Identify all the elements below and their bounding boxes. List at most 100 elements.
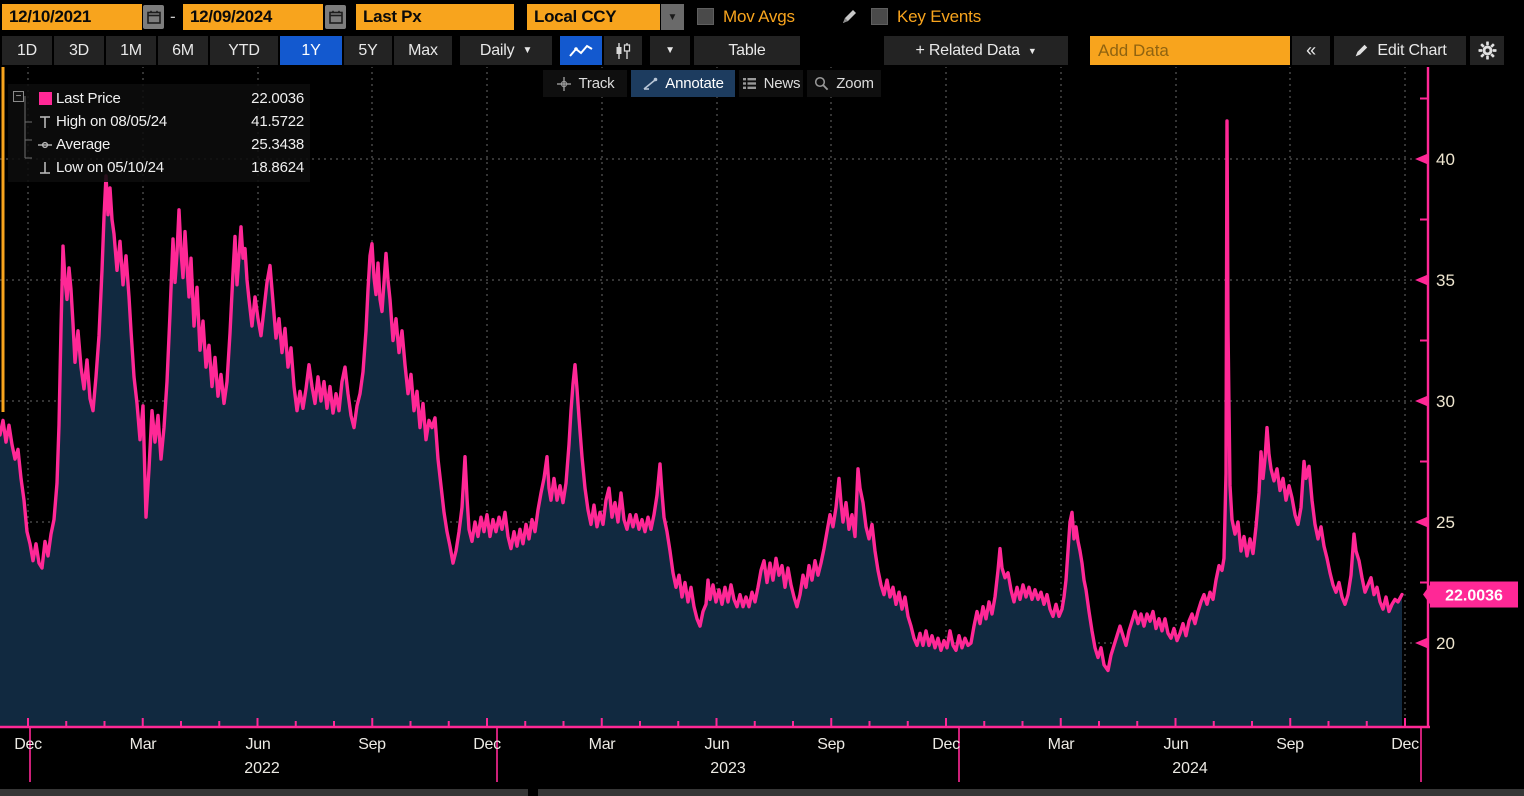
security-field[interactable]: Last Px xyxy=(356,4,514,30)
y-axis-label: 35 xyxy=(1436,271,1455,290)
low-marker-icon xyxy=(40,161,50,174)
high-marker-icon xyxy=(40,115,50,128)
y-axis-tick-arrow xyxy=(1415,153,1428,165)
year-label: 2022 xyxy=(244,760,280,777)
year-label: 2023 xyxy=(710,760,746,777)
legend-value: 18.8624 xyxy=(251,159,304,176)
bottom-panel-edge xyxy=(538,789,1524,796)
series-swatch xyxy=(38,92,52,105)
track-button[interactable]: Track xyxy=(543,70,627,97)
series-area-fill xyxy=(0,121,1402,726)
frequency-dropdown[interactable]: Daily ▼ xyxy=(460,36,552,65)
y-axis-label: 20 xyxy=(1436,634,1455,653)
key-events-checkbox[interactable] xyxy=(871,8,888,25)
chart-legend: − Last Price 22.0036 High on 08/05/24 41… xyxy=(8,84,310,182)
bottom-panel-edge xyxy=(0,789,528,796)
currency-dropdown-button[interactable]: ▼ xyxy=(661,4,684,30)
legend-value: 41.5722 xyxy=(251,113,304,130)
y-axis-tick-arrow xyxy=(1415,274,1428,286)
range-3d-button[interactable]: 3D xyxy=(54,36,104,65)
y-axis-label: 25 xyxy=(1436,513,1455,532)
line-chart-icon xyxy=(569,44,593,57)
mov-avgs-label[interactable]: Mov Avgs xyxy=(723,7,795,26)
price-line xyxy=(0,119,1404,673)
last-price-tag-arrow xyxy=(1423,583,1431,606)
range-6m-button[interactable]: 6M xyxy=(158,36,208,65)
month-label: Mar xyxy=(589,736,617,753)
year-label: 2024 xyxy=(1172,760,1208,777)
legend-tree-rail xyxy=(24,96,32,159)
y-axis-tick-arrow xyxy=(1415,516,1428,528)
settings-button[interactable] xyxy=(1470,36,1504,65)
crosshair-icon xyxy=(556,76,571,91)
month-label: Sep xyxy=(817,736,845,753)
gear-icon xyxy=(1477,41,1497,60)
edit-chart-button[interactable]: Edit Chart xyxy=(1334,36,1466,65)
legend-collapse-toggle[interactable]: − xyxy=(13,91,24,102)
range-max-button[interactable]: Max xyxy=(394,36,452,65)
legend-label: Low on 05/10/24 xyxy=(56,159,164,176)
range-5y-button[interactable]: 5Y xyxy=(344,36,392,65)
add-data-input[interactable]: Add Data xyxy=(1090,36,1290,65)
month-label: Dec xyxy=(14,736,42,753)
last-price-tag xyxy=(1430,581,1518,608)
chart-type-dropdown-button[interactable]: ▼ xyxy=(650,36,690,65)
calendar-from-button[interactable] xyxy=(143,5,164,29)
legend-label: Last Price xyxy=(56,90,121,107)
month-label: Dec xyxy=(932,736,960,753)
pencil-icon xyxy=(1356,44,1368,56)
mov-avgs-checkbox[interactable] xyxy=(697,8,714,25)
table-button[interactable]: Table xyxy=(694,36,800,65)
date-to-field[interactable]: 12/09/2024 xyxy=(183,4,323,30)
last-price-tag-value: 22.0036 xyxy=(1445,588,1503,605)
chevron-down-icon: ▼ xyxy=(522,45,533,56)
chevron-down-icon: ▼ xyxy=(1027,45,1037,56)
y-axis-label: 30 xyxy=(1436,392,1455,411)
magnifier-icon xyxy=(815,76,829,91)
month-label: Sep xyxy=(358,736,386,753)
y-axis-label: 40 xyxy=(1436,150,1455,169)
legend-value: 25.3438 xyxy=(251,136,304,153)
related-data-button[interactable]: + Related Data ▼ xyxy=(884,36,1068,65)
annotate-button[interactable]: Annotate xyxy=(631,70,735,97)
top-toolbar: 12/10/2021 - 12/09/2024 Last Px Local CC… xyxy=(0,0,1524,34)
candlestick-chart-type-button[interactable] xyxy=(604,36,642,65)
chart-nav-toolbar: 1D 3D 1M 6M YTD 1Y 5Y Max Daily ▼ ▼ Table… xyxy=(0,34,1524,67)
month-label: Sep xyxy=(1276,736,1304,753)
y-axis-tick-arrow xyxy=(1415,637,1428,649)
legend-row-high[interactable]: High on 08/05/24 41.5722 xyxy=(34,110,304,133)
line-chart-type-button[interactable] xyxy=(560,36,602,65)
month-label: Jun xyxy=(1164,736,1189,753)
date-from-field[interactable]: 12/10/2021 xyxy=(2,4,142,30)
month-label: Mar xyxy=(130,736,158,753)
range-1m-button[interactable]: 1M xyxy=(106,36,156,65)
calendar-icon xyxy=(146,10,161,24)
average-marker-icon xyxy=(38,141,52,148)
month-label: Mar xyxy=(1048,736,1076,753)
candlestick-icon xyxy=(616,42,631,59)
range-ytd-button[interactable]: YTD xyxy=(210,36,278,65)
mov-avgs-pencil-icon[interactable] xyxy=(840,8,858,31)
zoom-button[interactable]: Zoom xyxy=(807,70,881,97)
currency-field[interactable]: Local CCY xyxy=(527,4,660,30)
month-label: Jun xyxy=(705,736,730,753)
month-label: Jun xyxy=(246,736,271,753)
key-events-label[interactable]: Key Events xyxy=(897,7,981,26)
calendar-to-button[interactable] xyxy=(325,5,346,29)
legend-row-low[interactable]: Low on 05/10/24 18.8624 xyxy=(34,156,304,179)
collapse-panel-button[interactable]: « xyxy=(1292,36,1330,65)
legend-row-last-price[interactable]: Last Price 22.0036 xyxy=(34,87,304,110)
range-1y-button[interactable]: 1Y xyxy=(280,36,342,65)
range-1d-button[interactable]: 1D xyxy=(2,36,52,65)
news-button[interactable]: News xyxy=(739,70,803,97)
legend-label: Average xyxy=(56,136,111,153)
news-icon xyxy=(742,78,756,89)
legend-row-average[interactable]: Average 25.3438 xyxy=(34,133,304,156)
date-range-separator: - xyxy=(170,7,176,26)
legend-label: High on 08/05/24 xyxy=(56,113,168,130)
legend-value: 22.0036 xyxy=(251,90,304,107)
y-axis-tick-arrow xyxy=(1415,395,1428,407)
calendar-icon xyxy=(328,10,343,24)
